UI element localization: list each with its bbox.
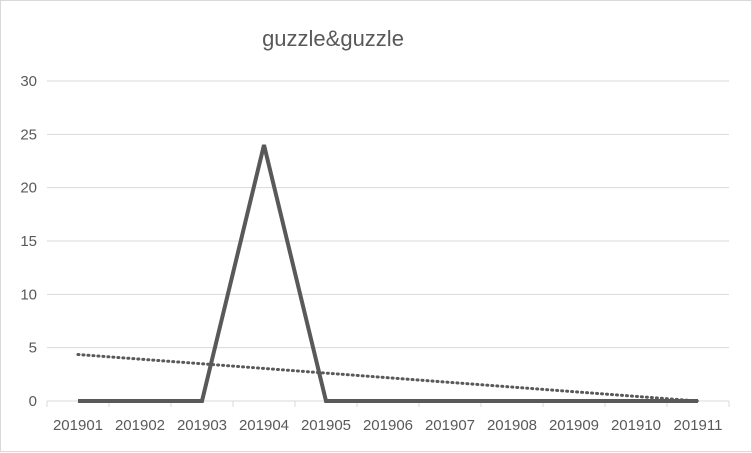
trendline — [78, 354, 698, 401]
plot-area — [78, 145, 698, 401]
y-tick-label: 5 — [29, 340, 37, 357]
y-tick-label: 25 — [20, 126, 37, 143]
y-tick-label: 30 — [20, 73, 37, 90]
x-tick-label: 201903 — [177, 417, 227, 434]
y-tick-label: 20 — [20, 180, 37, 197]
x-tick-label: 201911 — [674, 417, 723, 434]
x-tick-label: 201905 — [301, 417, 351, 434]
chart-title: guzzle&guzzle — [262, 26, 404, 51]
x-axis-ticks: 201901 201902 201903 201904 201905 201906 2019… — [53, 417, 723, 434]
x-tick-label: 201910 — [611, 417, 661, 434]
y-tick-label: 0 — [29, 393, 37, 410]
y-axis-ticks: 0 5 10 15 20 25 30 — [20, 73, 37, 410]
x-tick-label: 201906 — [363, 417, 413, 434]
x-tick-label: 201909 — [549, 417, 599, 434]
x-tick-label: 201907 — [425, 417, 475, 434]
y-tick-label: 10 — [20, 286, 37, 303]
x-tick-label: 201904 — [239, 417, 289, 434]
x-tick-label: 201902 — [115, 417, 165, 434]
x-tick-label: 201908 — [487, 417, 537, 434]
series-line — [78, 145, 698, 401]
x-tick-label: 201901 — [53, 417, 103, 434]
gridlines — [47, 81, 729, 407]
y-tick-label: 15 — [20, 233, 37, 250]
